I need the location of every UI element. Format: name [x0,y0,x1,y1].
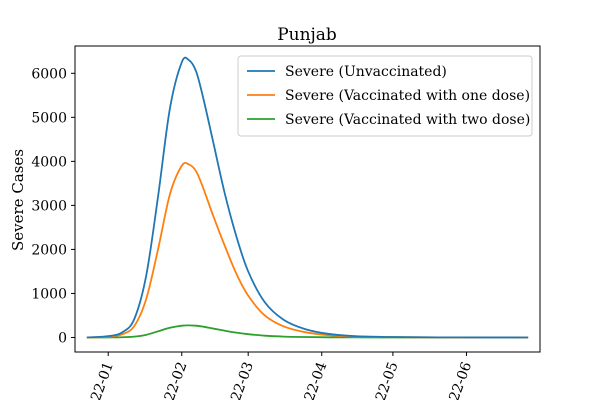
legend-box [237,55,533,137]
x-tick-label: 2022-02 [156,360,191,400]
legend-label-3: Severe (Vaccinated with two dose) [285,112,530,128]
x-tick-label: 2022-03 [222,360,257,400]
y-tick-label: 4000 [31,154,67,170]
series-line-2 [86,161,529,339]
y-axis-label: Severe Cases [9,149,27,251]
chart-title: Punjab [277,25,337,45]
plot-frame [74,45,541,353]
legend-label-1: Severe (Unvaccinated) [285,64,447,80]
series-line-1 [86,56,529,339]
y-tick-label: 0 [58,330,67,346]
legend: Severe (Unvaccinated) Severe (Vaccinated … [237,55,533,137]
legend-label-2: Severe (Vaccinated with one dose) [285,88,530,104]
x-tick-label: 2022-01 [82,360,117,400]
x-tick-label: 2022-04 [296,360,331,400]
x-tick-label: 2022-06 [440,360,475,400]
y-tick-label: 3000 [31,198,67,214]
y-tick-label: 6000 [31,66,67,82]
y-tick-label: 1000 [31,286,67,302]
series-line-3 [86,324,529,339]
y-tick-label: 5000 [31,110,67,126]
y-tick-label: 2000 [31,242,67,258]
x-tick-label: 2022-05 [367,360,402,400]
